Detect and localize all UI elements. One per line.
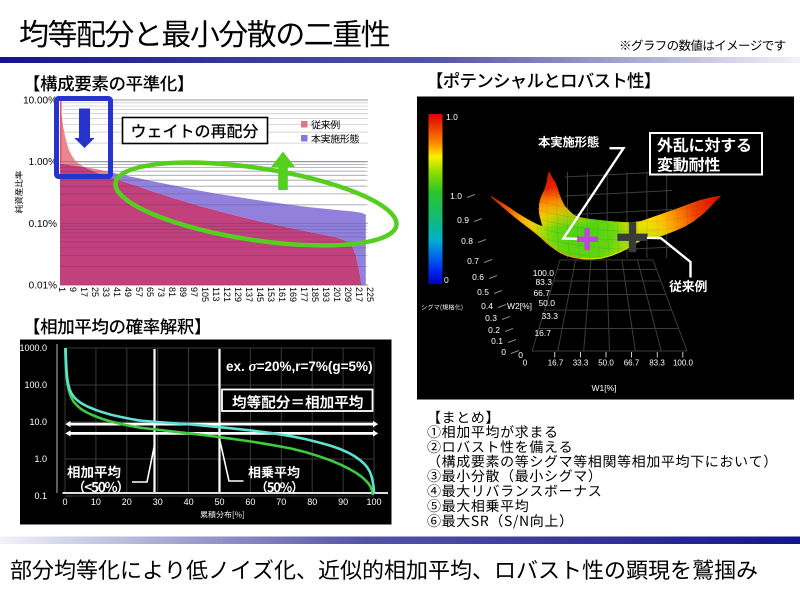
svg-text:225: 225 [365,287,375,302]
svg-text:209: 209 [343,287,353,302]
svg-text:0.10%: 0.10% [29,219,57,230]
svg-text:33: 33 [101,287,111,297]
svg-text:50.0: 50.0 [598,359,614,368]
svg-text:113: 113 [211,287,221,301]
svg-text:177: 177 [299,287,309,302]
svg-text:0.9: 0.9 [457,215,469,225]
svg-text:0.8: 0.8 [461,236,473,246]
svg-text:50.0: 50.0 [538,298,555,308]
svg-text:16.7: 16.7 [548,359,564,368]
svg-text:9: 9 [68,287,78,292]
svg-text:137: 137 [244,287,254,302]
svg-text:153: 153 [266,287,276,302]
svg-text:70: 70 [276,497,286,507]
svg-text:73: 73 [156,287,166,297]
svg-text:1: 1 [57,287,67,292]
svg-text:0.2: 0.2 [488,325,500,335]
svg-text:97: 97 [189,287,199,297]
svg-text:121: 121 [222,287,232,302]
svg-text:0.6: 0.6 [472,272,484,282]
svg-text:1.00%: 1.00% [29,157,57,168]
svg-text:100.0: 100.0 [24,380,47,390]
svg-text:0.5: 0.5 [477,287,489,297]
svg-text:89: 89 [178,287,188,297]
svg-text:80: 80 [307,497,317,507]
svg-text:193: 193 [321,287,331,302]
svg-text:30: 30 [153,497,163,507]
svg-text:10.0: 10.0 [29,417,47,427]
svg-text:217: 217 [354,287,364,302]
svg-text:0.1: 0.1 [34,491,47,501]
svg-text:60: 60 [245,497,255,507]
svg-text:185: 185 [310,287,320,302]
svg-text:105: 105 [200,287,210,302]
svg-text:0.4: 0.4 [481,301,493,311]
svg-text:100.0: 100.0 [673,359,694,368]
svg-text:1.0: 1.0 [450,191,462,201]
svg-text:0: 0 [518,350,523,360]
svg-text:1.0: 1.0 [446,112,458,122]
svg-text:100: 100 [366,497,381,507]
svg-text:83.3: 83.3 [649,359,665,368]
svg-text:90: 90 [338,497,348,507]
svg-text:65: 65 [145,287,155,297]
svg-text:1000.0: 1000.0 [19,343,47,353]
svg-text:57: 57 [134,287,144,297]
svg-text:1.0: 1.0 [34,454,47,464]
svg-text:50: 50 [214,497,224,507]
svg-text:169: 169 [288,287,298,302]
svg-text:0: 0 [444,275,449,285]
svg-text:17: 17 [79,287,89,297]
svg-text:129: 129 [233,287,243,302]
svg-text:81: 81 [167,287,177,297]
svg-text:41: 41 [112,287,122,297]
svg-text:161: 161 [277,287,287,302]
svg-text:W2[%]: W2[%] [507,301,532,311]
svg-text:10.00%: 10.00% [23,96,57,107]
svg-text:201: 201 [332,287,342,302]
svg-text:33.3: 33.3 [573,359,589,368]
svg-text:145: 145 [255,287,265,302]
svg-text:66.7: 66.7 [533,288,550,298]
svg-text:20: 20 [122,497,132,507]
svg-text:0: 0 [501,347,506,357]
svg-text:66.7: 66.7 [624,359,640,368]
svg-text:0: 0 [523,359,528,368]
svg-text:0.7: 0.7 [467,256,479,266]
svg-text:ex. σ=20%,r=7%(g=5%): ex. σ=20%,r=7%(g=5%) [226,359,373,375]
svg-text:83.3: 83.3 [535,277,552,287]
svg-text:0.1: 0.1 [491,336,503,346]
svg-text:49: 49 [123,287,133,297]
svg-text:25: 25 [90,287,100,297]
svg-text:100.0: 100.0 [533,268,555,278]
svg-text:0.3: 0.3 [485,313,497,323]
svg-text:0: 0 [62,497,67,507]
svg-text:40: 40 [184,497,194,507]
svg-text:10: 10 [91,497,101,507]
svg-text:33.3: 33.3 [541,311,558,321]
svg-text:16.7: 16.7 [534,328,551,338]
svg-text:0.01%: 0.01% [29,281,57,292]
svg-text:W1[%]: W1[%] [591,383,616,393]
